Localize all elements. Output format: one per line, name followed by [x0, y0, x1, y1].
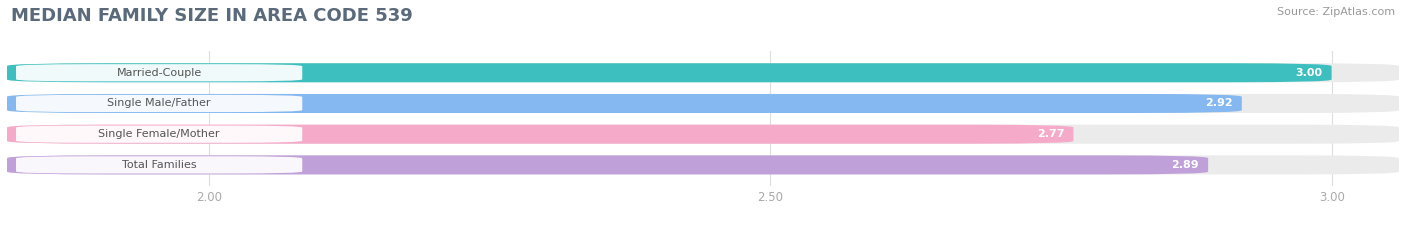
FancyBboxPatch shape [7, 94, 1241, 113]
Text: Total Families: Total Families [122, 160, 197, 170]
Text: Married-Couple: Married-Couple [117, 68, 201, 78]
FancyBboxPatch shape [15, 95, 302, 112]
Text: 3.00: 3.00 [1295, 68, 1323, 78]
FancyBboxPatch shape [15, 156, 302, 174]
FancyBboxPatch shape [15, 64, 302, 81]
FancyBboxPatch shape [7, 63, 1399, 82]
Text: 2.77: 2.77 [1038, 129, 1064, 139]
FancyBboxPatch shape [7, 155, 1399, 175]
Text: Source: ZipAtlas.com: Source: ZipAtlas.com [1277, 7, 1395, 17]
Text: 2.92: 2.92 [1205, 99, 1233, 109]
FancyBboxPatch shape [7, 125, 1073, 144]
FancyBboxPatch shape [7, 94, 1399, 113]
FancyBboxPatch shape [15, 126, 302, 143]
FancyBboxPatch shape [7, 63, 1331, 82]
FancyBboxPatch shape [7, 125, 1399, 144]
Text: Single Female/Mother: Single Female/Mother [98, 129, 219, 139]
Text: MEDIAN FAMILY SIZE IN AREA CODE 539: MEDIAN FAMILY SIZE IN AREA CODE 539 [11, 7, 413, 25]
FancyBboxPatch shape [7, 155, 1208, 175]
Text: Single Male/Father: Single Male/Father [107, 99, 211, 109]
Text: 2.89: 2.89 [1171, 160, 1199, 170]
